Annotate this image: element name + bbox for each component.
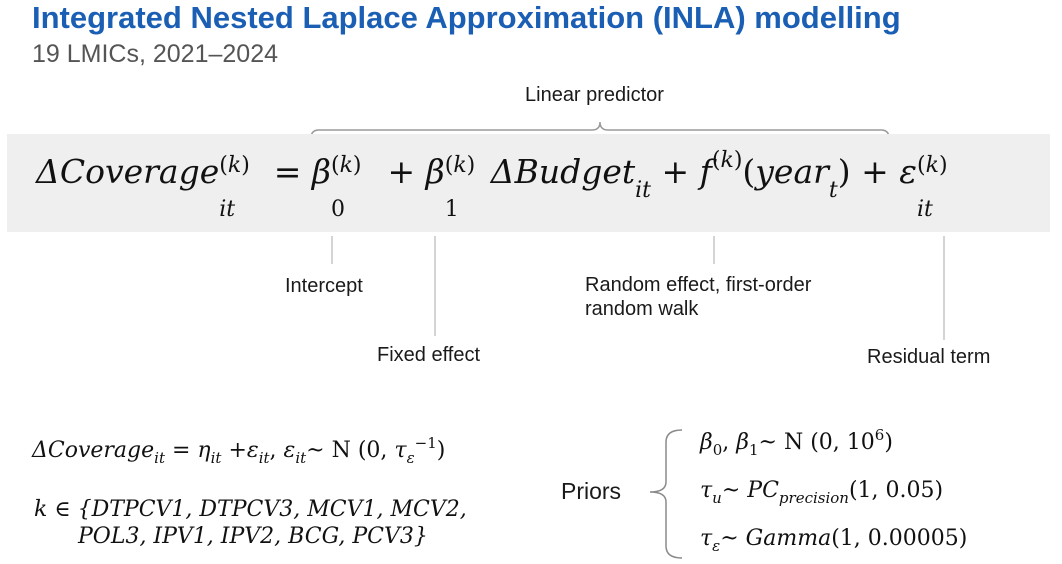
main-equation: ΔCoverage (k) it = β (k) 0 + β (k) 1 ΔBudgetit … xyxy=(36,148,948,222)
prior-beta: β0, β1~ N (0, 106) xyxy=(700,426,893,459)
observation-equation: ΔCoverageit = ηit +εit, εit~ N (0, τε−1) xyxy=(32,434,446,467)
page-title: Integrated Nested Laplace Approximation … xyxy=(32,0,901,35)
random-effect-label-line2: random walk xyxy=(585,298,699,320)
intercept-connector xyxy=(331,236,333,264)
prior-tau-u: τu~ PCprecision(1, 0.05) xyxy=(700,478,944,507)
intercept-label: Intercept xyxy=(285,275,363,297)
priors-label: Priors xyxy=(561,478,622,504)
vaccine-set-line1: k ∈ {DTPCV1, DTPCV3, MCV1, MCV2, xyxy=(34,497,467,522)
residual-connector xyxy=(943,236,945,340)
fixed-effect-label: Fixed effect xyxy=(377,344,481,366)
priors-brace xyxy=(649,429,683,559)
random-effect-connector xyxy=(713,236,715,264)
random-effect-label-line1: Random effect, first-order xyxy=(585,274,812,296)
residual-label: Residual term xyxy=(867,346,991,368)
vaccine-set-line2: POL3, IPV1, IPV2, BCG, PCV3} xyxy=(78,524,428,549)
equation-box xyxy=(7,134,1050,232)
fixed-effect-connector xyxy=(434,236,436,336)
prior-tau-epsilon: τε~ Gamma(1, 0.00005) xyxy=(700,526,968,555)
linear-predictor-brace xyxy=(310,121,890,146)
page-subtitle: 19 LMICs, 2021–2024 xyxy=(32,40,279,68)
linear-predictor-label: Linear predictor xyxy=(525,84,664,106)
